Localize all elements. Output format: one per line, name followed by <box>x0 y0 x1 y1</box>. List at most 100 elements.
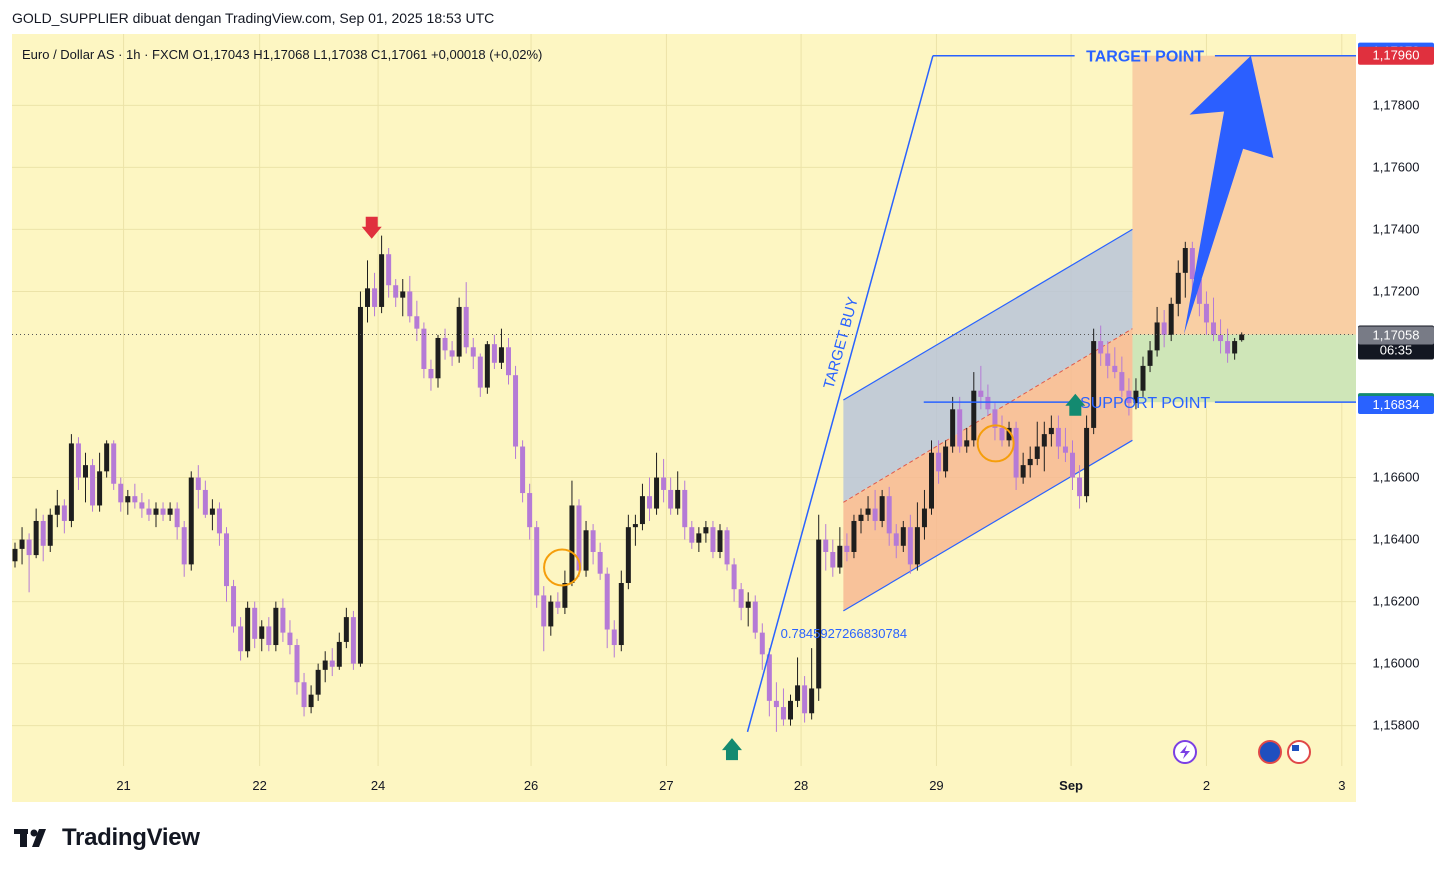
candle-body <box>668 489 674 509</box>
price-axis-background <box>1356 34 1436 802</box>
candle-body <box>921 508 927 528</box>
candle-body <box>520 446 526 494</box>
candle-body <box>795 685 801 701</box>
candle-body <box>400 291 406 298</box>
y-tick-label: 1,16000 <box>1373 656 1420 671</box>
candle-body <box>202 489 208 515</box>
lightning-bolt-icon <box>1180 745 1190 759</box>
candle-body <box>816 539 822 689</box>
candle-body <box>844 545 850 552</box>
candle-body <box>527 493 533 528</box>
time-axis: 21 22 24 26 27 28 29 Sep 2 3 <box>116 778 1345 793</box>
candle-body <box>907 527 913 565</box>
candle-body <box>1070 452 1075 478</box>
candle-body <box>160 508 166 515</box>
candle-body <box>780 707 786 720</box>
candle-body <box>294 645 300 683</box>
brand-logo[interactable]: TradingView <box>14 824 200 852</box>
candle-body <box>1006 427 1012 441</box>
candle-body <box>809 688 815 714</box>
candle-body <box>1211 322 1216 335</box>
buy-signal-arrow-icon <box>1065 393 1086 416</box>
candle-body <box>647 496 652 509</box>
candle-body <box>1232 341 1238 354</box>
candle-body <box>1154 322 1160 351</box>
ratio-label: 0.7845927266830784 <box>781 626 908 641</box>
candle-body <box>689 527 695 543</box>
candle-body <box>104 443 110 472</box>
candle-body <box>1161 322 1167 335</box>
candle-body <box>886 496 892 534</box>
candle-body <box>470 347 476 357</box>
bullish-arrow-icon <box>1183 55 1274 335</box>
candle-body <box>97 471 103 506</box>
candle-body <box>1239 334 1245 341</box>
candle-body <box>654 477 660 509</box>
candle-body <box>710 527 716 552</box>
y-tick-label: 1,17200 <box>1373 283 1420 298</box>
candle-body <box>315 669 321 695</box>
candle-body <box>724 530 730 565</box>
candle-body <box>823 539 829 552</box>
chart-caption: GOLD_SUPPLIER dibuat dengan TradingView.… <box>12 10 495 26</box>
candle-body <box>19 539 25 549</box>
candle-body <box>717 530 723 552</box>
countdown-label-text: 06:35 <box>1380 343 1413 358</box>
candle-body <box>1084 427 1090 497</box>
candle-body <box>1196 279 1202 304</box>
candle-body <box>449 350 455 357</box>
candle-body <box>146 508 152 515</box>
candle-body <box>851 520 857 552</box>
candle-body <box>893 533 899 546</box>
candle-body <box>1126 390 1132 404</box>
candle-body <box>484 344 490 388</box>
candle-body <box>61 505 67 521</box>
x-tick-label: 21 <box>116 778 130 793</box>
candle-body <box>491 344 497 363</box>
candle-body <box>611 629 617 646</box>
candle-body <box>336 641 342 667</box>
candle-body <box>287 632 293 646</box>
pattern-circle-marker <box>543 548 582 587</box>
candle-body <box>992 409 998 428</box>
us-event-icon[interactable] <box>1287 740 1311 764</box>
candle-body <box>421 328 427 369</box>
candle-body <box>1048 427 1054 435</box>
candle-body <box>696 533 702 543</box>
candle-body <box>195 477 201 490</box>
candle-body <box>1133 390 1139 404</box>
candle-body <box>534 527 540 596</box>
candle-body <box>231 586 237 627</box>
candle-body <box>731 564 737 590</box>
candle-body <box>1189 248 1195 280</box>
candle-body <box>54 505 60 515</box>
candle-body <box>929 452 934 509</box>
eu-event-icon[interactable] <box>1258 740 1282 764</box>
candle-body <box>506 347 511 376</box>
candle-body <box>837 545 843 568</box>
candle-body <box>759 632 765 655</box>
candle-body <box>639 496 645 525</box>
candle-body <box>372 288 378 307</box>
x-tick-label: 27 <box>659 778 673 793</box>
candle-body <box>224 533 229 587</box>
tradingview-logo-icon <box>14 829 46 847</box>
candle-body <box>830 551 836 568</box>
candle-body <box>308 694 314 708</box>
candle-layer <box>12 235 1245 732</box>
y-tick-label: 1,16600 <box>1373 470 1420 485</box>
candle-body <box>1147 350 1153 366</box>
candle-body <box>456 306 462 357</box>
candle-body <box>329 660 335 667</box>
candle-body <box>943 446 949 472</box>
candle-body <box>216 508 222 534</box>
candle-body <box>1175 272 1181 304</box>
chart-area[interactable]: TARGET POINT SUPPORT POINT TARGET BUY 0.784… <box>12 34 1436 802</box>
candle-body <box>125 496 131 503</box>
candle-body <box>188 477 194 565</box>
price-label-box <box>1358 46 1434 65</box>
candle-body <box>350 617 356 664</box>
y-tick-label: 1,16200 <box>1373 594 1420 609</box>
